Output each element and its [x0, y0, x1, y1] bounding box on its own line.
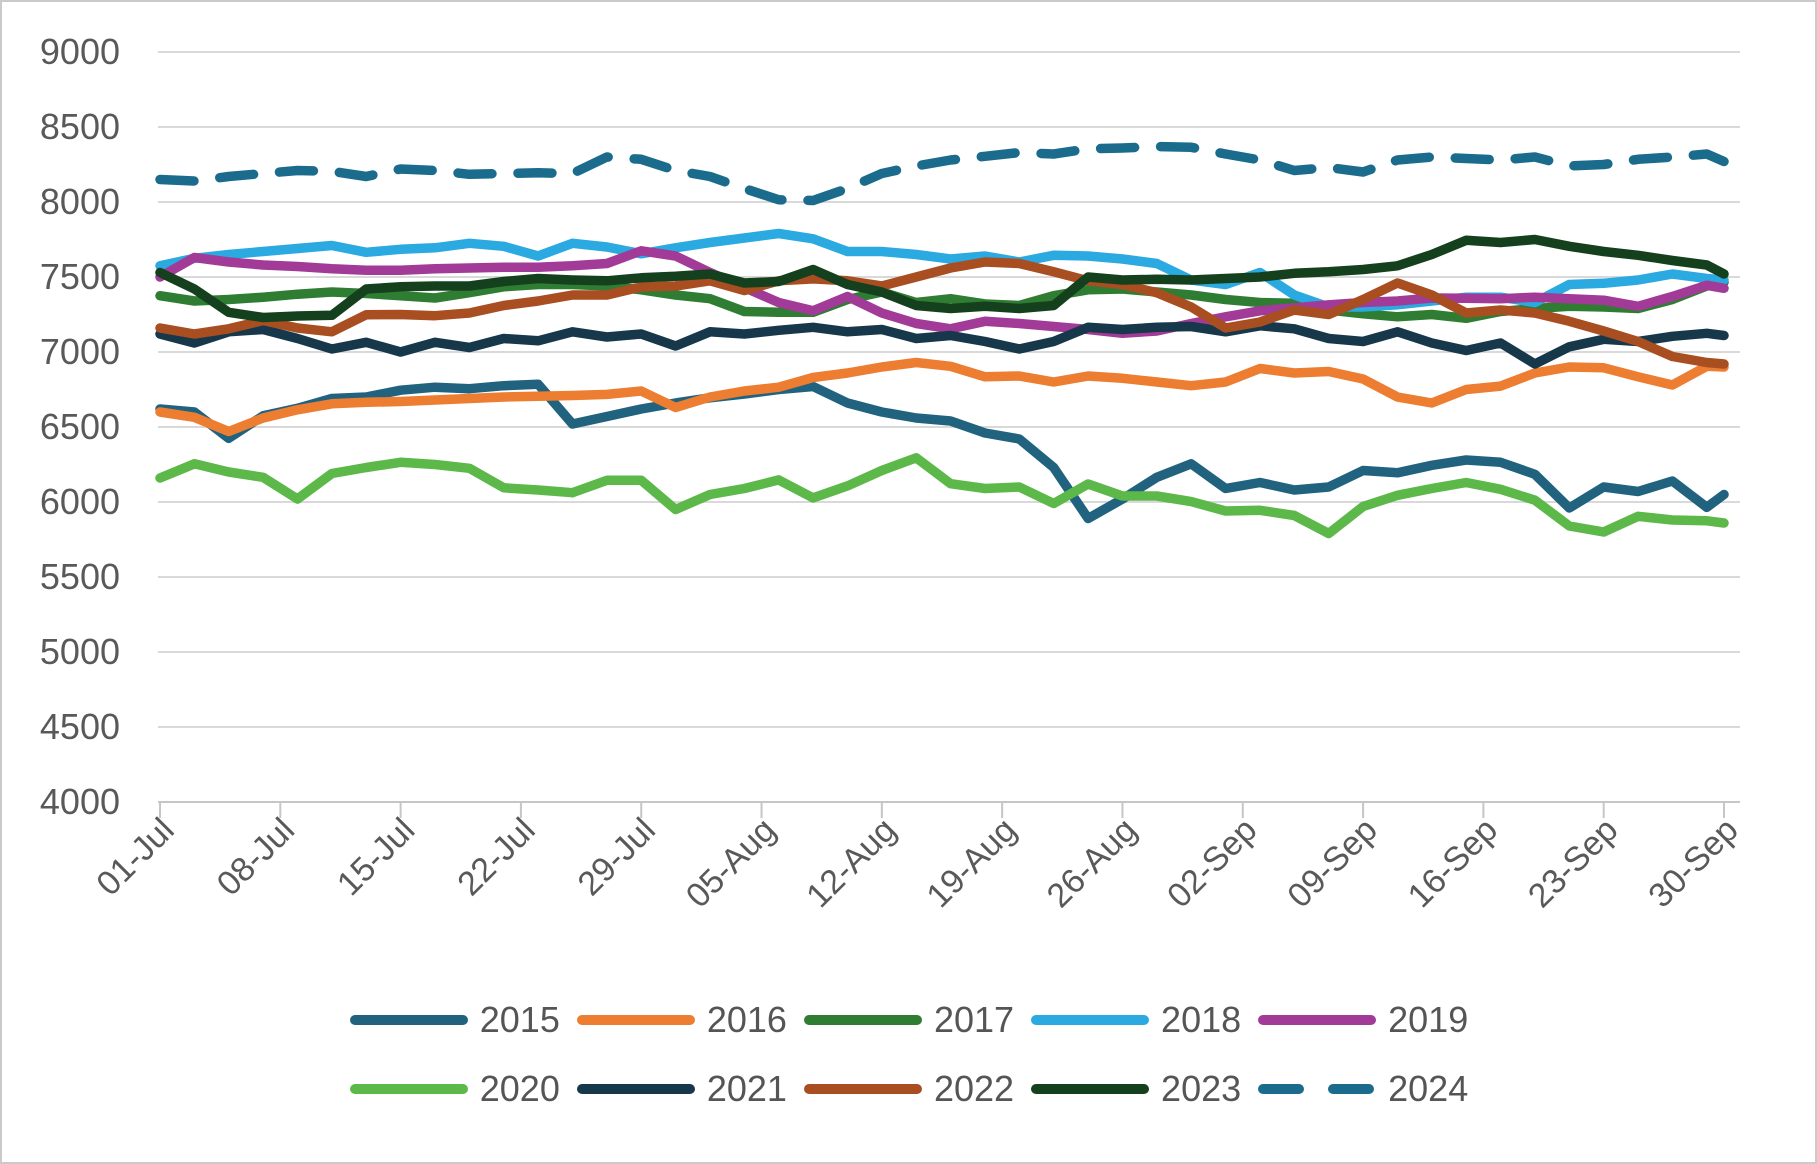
chart-legend: 2015 2016 2017 2018 2019 2020 2021 2022 2023 2024	[2, 1002, 1815, 1107]
legend-item-2016: 2016	[576, 1002, 787, 1038]
legend-item-2019: 2019	[1257, 1002, 1468, 1038]
y-axis-label: 4500	[40, 706, 120, 747]
legend-item-2022: 2022	[803, 1071, 1014, 1107]
x-axis-label: 02-Sep	[1160, 811, 1264, 915]
x-axis	[158, 801, 1740, 818]
data-series	[155, 141, 1729, 539]
y-axis-label: 9000	[40, 31, 120, 72]
legend-item-2018: 2018	[1030, 1002, 1241, 1038]
series-line-2024	[155, 141, 1729, 206]
legend-swatch-2021	[576, 1084, 695, 1094]
legend-swatch-2017	[803, 1015, 922, 1025]
legend-label-2021: 2021	[706, 1068, 787, 1109]
y-axis-label: 6500	[40, 406, 120, 447]
series-line-2016	[155, 357, 1729, 437]
x-axis-label: 30-Sep	[1641, 811, 1745, 915]
series-line-2020	[155, 453, 1729, 539]
legend-swatch-2020	[349, 1084, 468, 1094]
x-axis-label: 19-Aug	[919, 811, 1023, 915]
legend-label-2018: 2018	[1161, 999, 1242, 1040]
legend-row: 2015 2016 2017 2018 2019	[349, 1002, 1468, 1038]
y-axis-label: 7000	[40, 331, 120, 372]
legend-swatch-2015	[349, 1015, 468, 1025]
series-line-2019	[155, 246, 1729, 339]
legend-swatch-2024	[1258, 1084, 1377, 1094]
legend-item-2020: 2020	[349, 1071, 560, 1107]
x-axis-label: 15-Jul	[330, 811, 422, 903]
legend-item-2024: 2024	[1257, 1071, 1468, 1107]
legend-row: 2020 2021 2022 2023 2024	[349, 1071, 1468, 1107]
legend-swatch-2019	[1258, 1015, 1377, 1025]
x-axis-labels: 01-Jul 08-Jul 15-Jul 22-Jul 29-Jul 05-Aug 12-A…	[89, 811, 1745, 915]
legend-swatch-2023	[1031, 1084, 1150, 1094]
legend-swatch-2022	[803, 1084, 922, 1094]
y-axis-label: 6000	[40, 481, 120, 522]
series-line-2015	[155, 379, 1729, 524]
x-axis-label: 12-Aug	[799, 811, 903, 915]
legend-item-2021: 2021	[576, 1071, 787, 1107]
legend-label-2019: 2019	[1388, 999, 1469, 1040]
x-axis-label: 29-Jul	[571, 811, 663, 903]
legend-label-2020: 2020	[479, 1068, 560, 1109]
x-axis-label: 26-Aug	[1040, 811, 1144, 915]
legend-label-2015: 2015	[479, 999, 560, 1040]
series-line-2023	[155, 234, 1729, 323]
y-axis-label: 7500	[40, 256, 120, 297]
legend-swatch-2016	[576, 1015, 695, 1025]
legend-label-2024: 2024	[1388, 1068, 1469, 1109]
legend-swatch-2018	[1031, 1015, 1150, 1025]
y-axis-label: 5500	[40, 556, 120, 597]
legend-label-2017: 2017	[933, 999, 1015, 1040]
y-axis-label: 4000	[40, 781, 120, 822]
x-axis-label: 23-Sep	[1521, 811, 1625, 915]
legend-label-2016: 2016	[706, 999, 787, 1040]
series-line-2021	[155, 321, 1729, 369]
x-axis-label: 22-Jul	[450, 811, 542, 903]
series-line-2022	[155, 257, 1729, 369]
y-axis-label: 8000	[40, 181, 120, 222]
x-axis-label: 05-Aug	[679, 811, 783, 915]
legend-label-2023: 2023	[1161, 1068, 1242, 1109]
x-axis-label: 08-Jul	[210, 811, 302, 903]
x-axis-label: 09-Sep	[1280, 811, 1384, 915]
legend-item-2015: 2015	[349, 1002, 560, 1038]
y-axis-labels: 9000 8500 8000 7500 7000 6500 6000 5500 5000 4500…	[40, 31, 120, 822]
y-axis-label: 8500	[40, 106, 120, 147]
x-axis-label: 01-Jul	[89, 811, 181, 903]
legend-item-2017: 2017	[803, 1002, 1014, 1038]
legend-label-2022: 2022	[933, 1068, 1015, 1109]
y-axis-label: 5000	[40, 631, 120, 672]
legend-item-2023: 2023	[1030, 1071, 1241, 1107]
x-axis-label: 16-Sep	[1401, 811, 1505, 915]
